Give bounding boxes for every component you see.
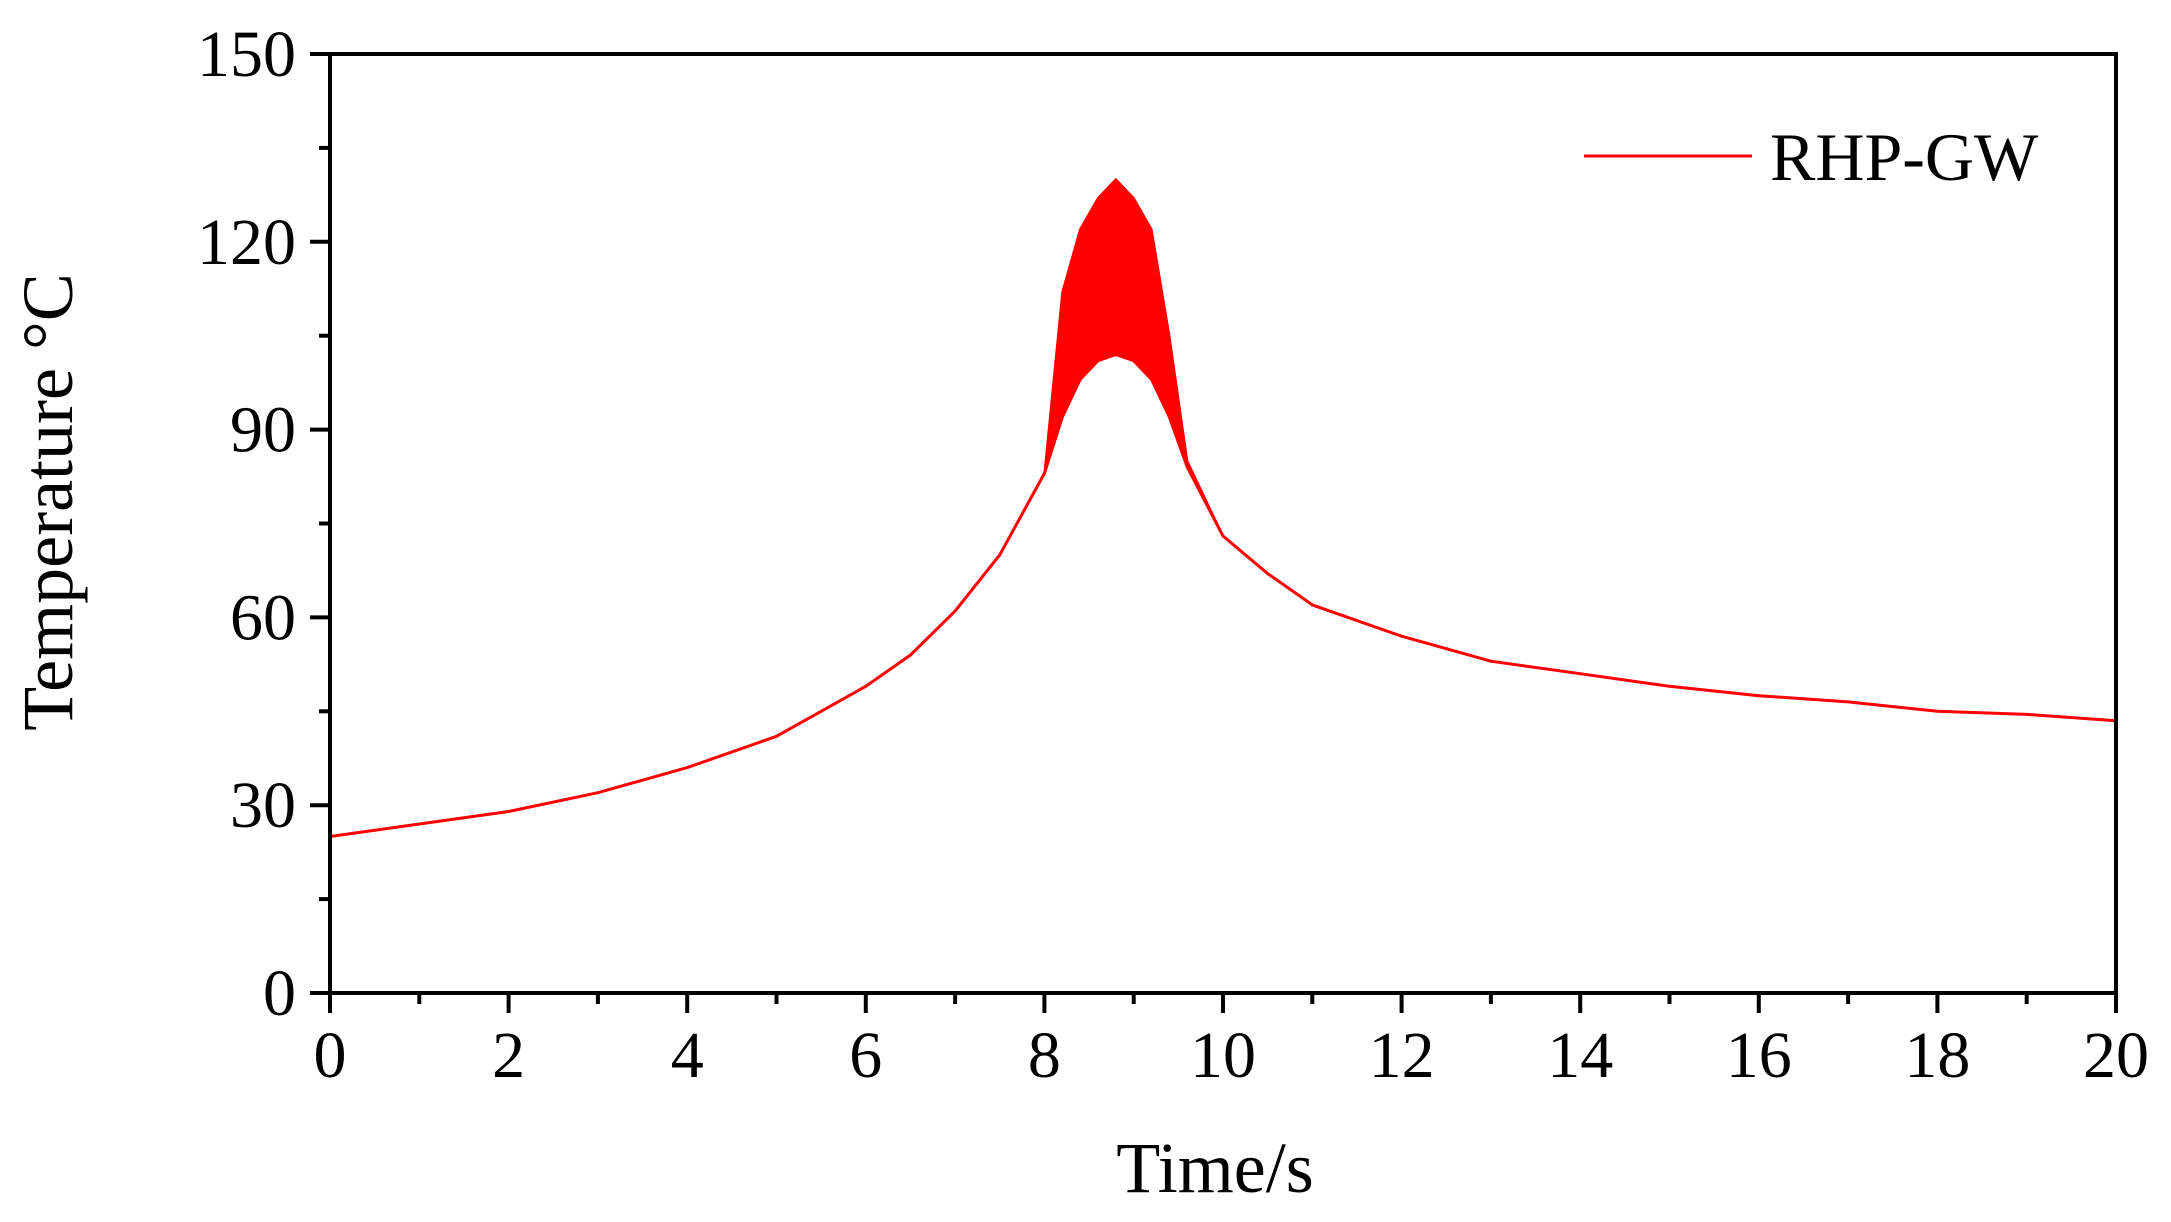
series-point [953, 609, 957, 613]
series-point [1266, 572, 1270, 576]
series-point [596, 791, 600, 795]
series-point [1578, 672, 1582, 676]
series-point [775, 734, 778, 738]
series-point [1185, 465, 1189, 469]
x-tick-label: 12 [1369, 1019, 1435, 1092]
x-tick-label: 6 [849, 1019, 882, 1092]
x-tick-label: 20 [2083, 1019, 2149, 1092]
series-point [417, 822, 421, 826]
series-point [1114, 353, 1118, 356]
series-point [864, 684, 868, 688]
axes: 0 2 4 6 8 10 12 14 16 18 20 0 30 60 90 120 150 [197, 18, 2149, 1092]
series-point [1757, 694, 1761, 698]
series-envelope-0 [329, 177, 2117, 838]
y-tick-label: 0 [263, 957, 296, 1030]
series-point [998, 553, 1002, 557]
series-point [1078, 378, 1082, 381]
x-axis-title: Time/s [1116, 1128, 1313, 1208]
series-line-0 [329, 353, 2117, 838]
series-point [1846, 700, 1850, 704]
series-point [507, 810, 511, 813]
series-point [1132, 359, 1136, 363]
y-axis-title: Temperature °C [8, 273, 88, 731]
series-point [1150, 378, 1154, 381]
y-tick-label: 150 [197, 18, 296, 91]
x-tick-label: 18 [1904, 1019, 1970, 1092]
x-tick-label: 16 [1726, 1019, 1792, 1092]
x-tick-label: 8 [1028, 1019, 1061, 1092]
series-point [1668, 684, 1671, 688]
y-tick-label: 30 [230, 769, 296, 842]
x-tick-label: 10 [1190, 1019, 1256, 1092]
x-tick-label: 4 [671, 1019, 704, 1092]
series-point [1935, 709, 1939, 713]
series-point [1167, 415, 1171, 419]
series-point [1310, 603, 1314, 607]
y-tick-label: 60 [230, 581, 296, 654]
series-point [2025, 712, 2029, 716]
x-tick-label: 2 [492, 1019, 525, 1092]
x-tick-label: 0 [314, 1019, 347, 1092]
series-point [685, 766, 689, 770]
series-point [1221, 534, 1225, 538]
series-point [1489, 659, 1493, 663]
x-tick-label: 14 [1547, 1019, 1613, 1092]
series-point [1400, 634, 1404, 638]
legend: RHP-GW [1584, 119, 2039, 195]
series-point [1042, 471, 1046, 475]
y-tick-label: 120 [197, 206, 296, 279]
plot-area [328, 177, 2118, 838]
series-point [909, 653, 912, 657]
series-point [1096, 359, 1100, 363]
y-tick-label: 90 [230, 394, 296, 467]
legend-label-rhp-gw: RHP-GW [1770, 119, 2039, 195]
series-point [1060, 415, 1064, 419]
